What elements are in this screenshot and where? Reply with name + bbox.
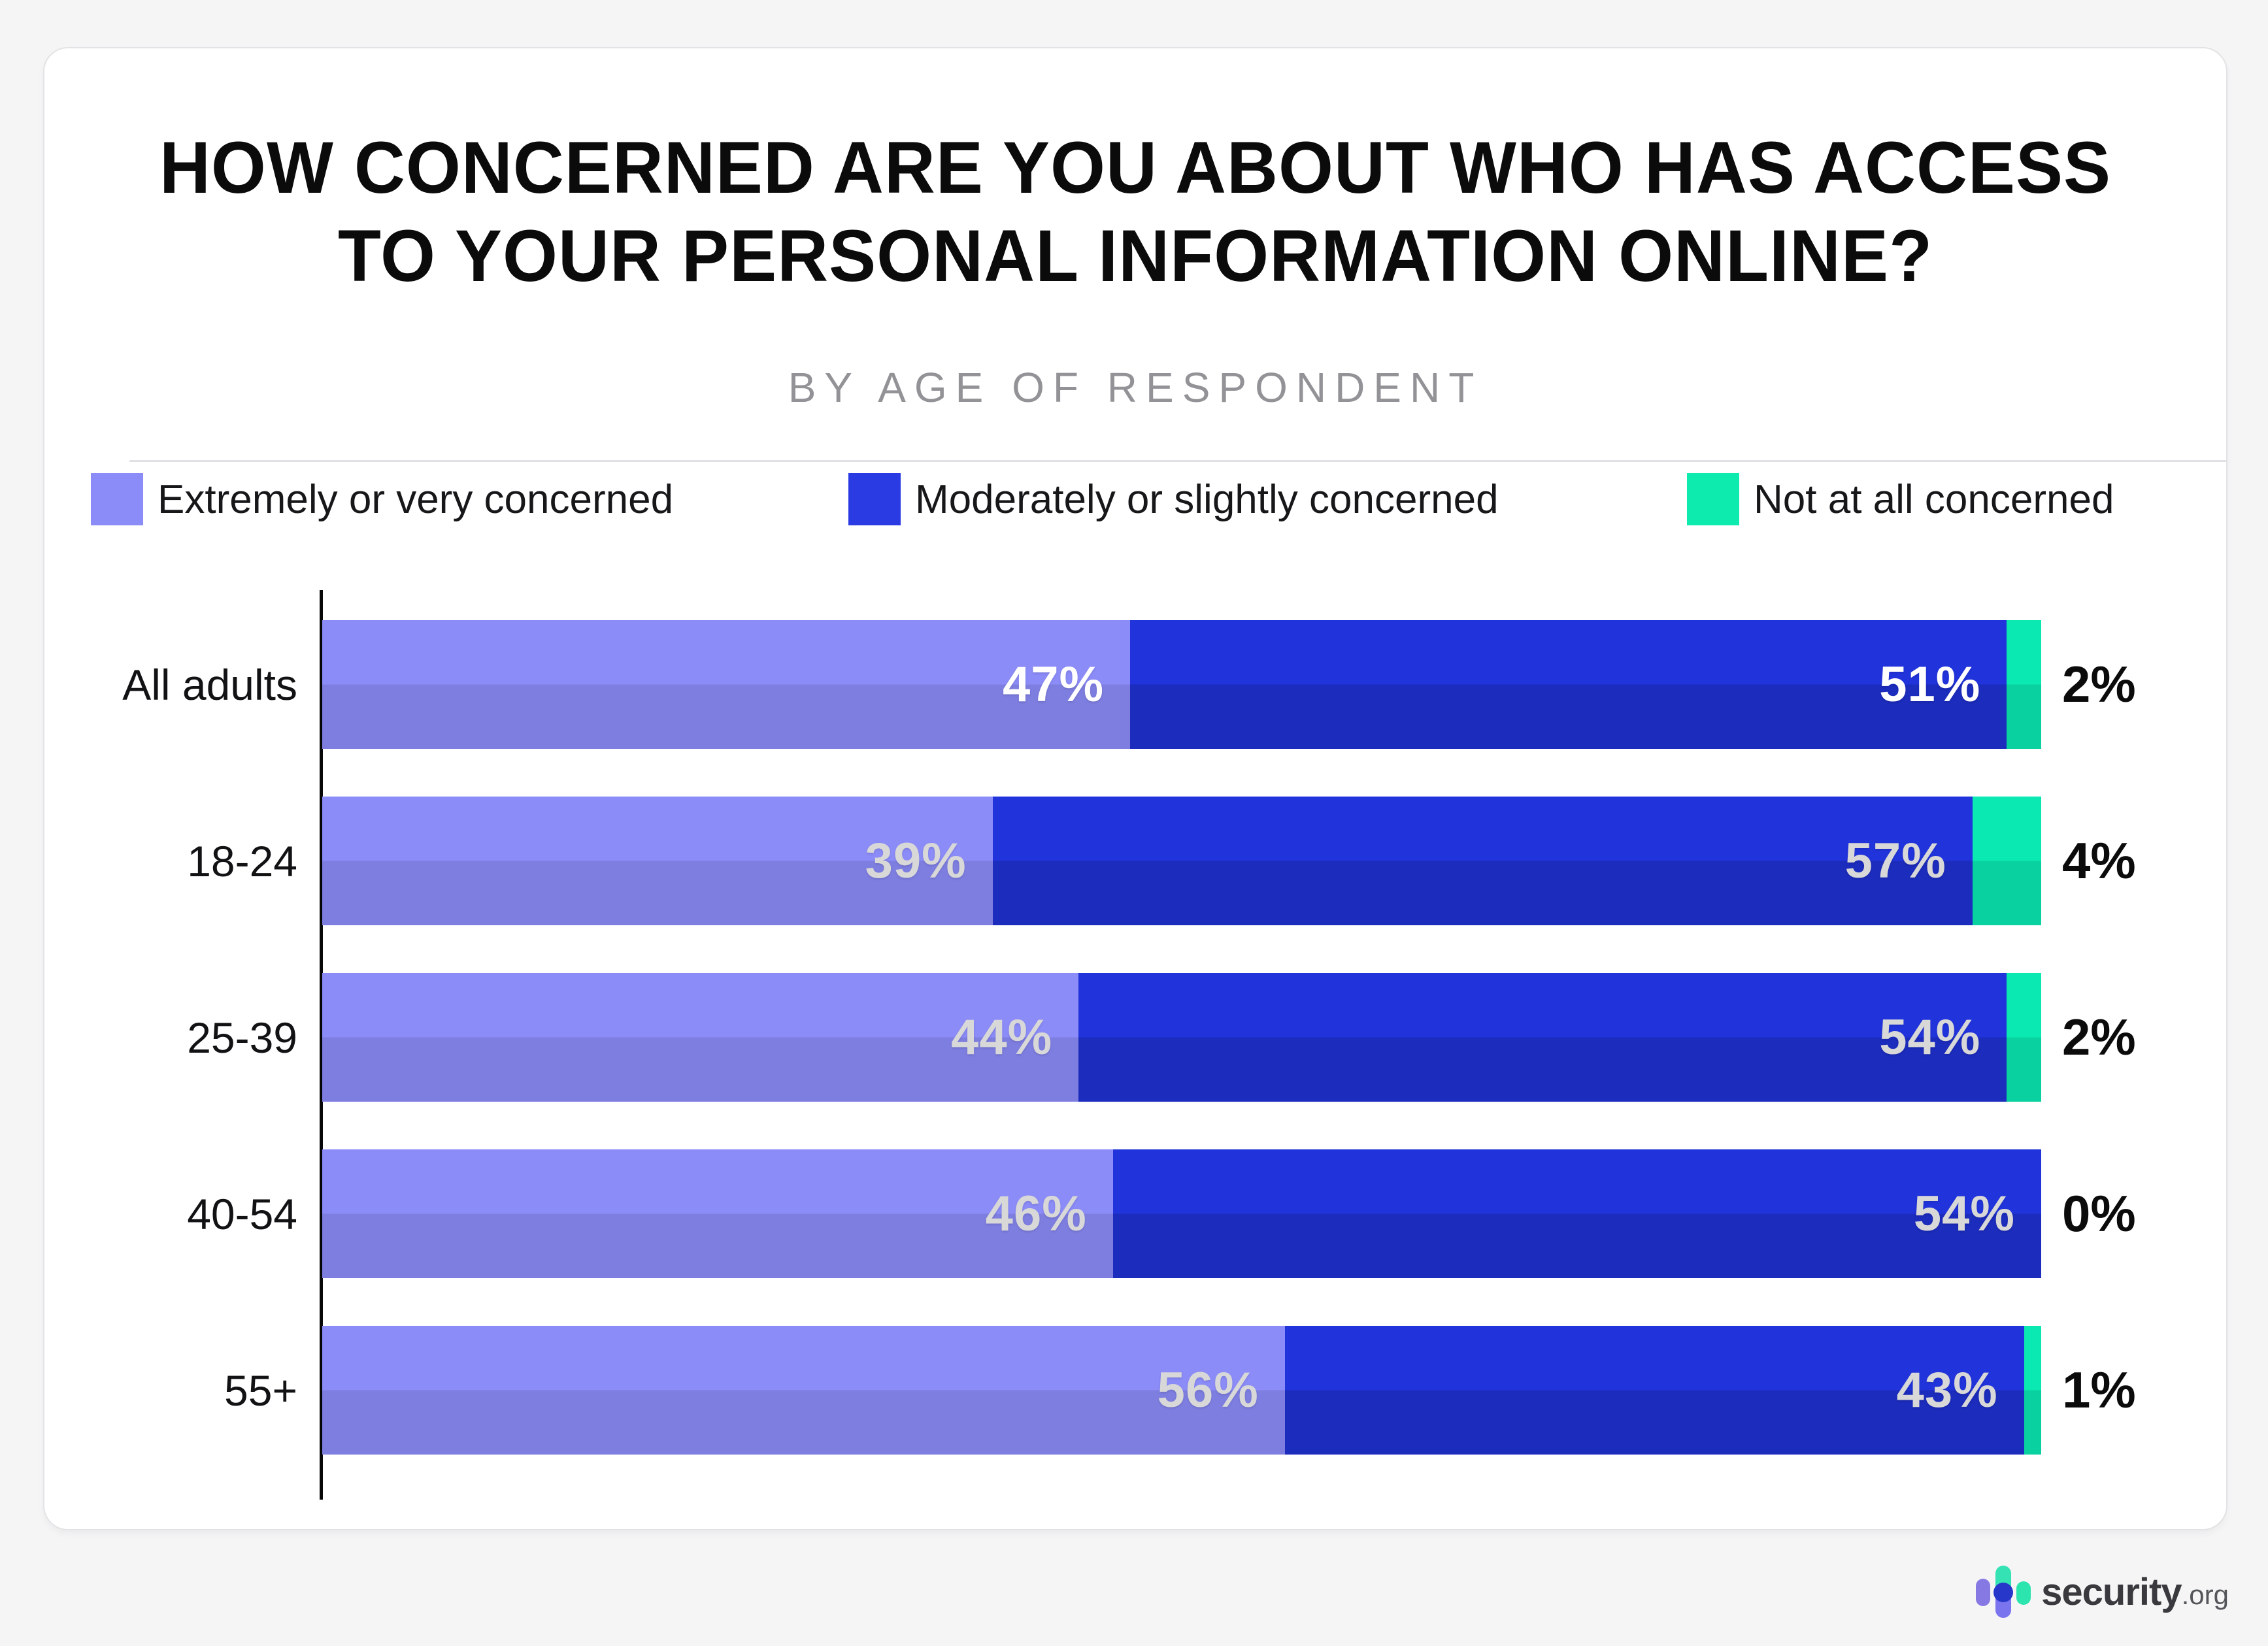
legend-swatch-2	[1687, 473, 1739, 525]
bar-segment-extremely-or-very-concerned: 44%	[322, 973, 1079, 1102]
bar-value-label: 57%	[1844, 833, 1946, 889]
bar-value-label: 47%	[1002, 657, 1105, 712]
legend-label-0: Extremely or very concerned	[158, 476, 674, 522]
divider-line	[129, 460, 2227, 462]
logo-tld-text: .org	[2181, 1579, 2229, 1610]
stacked-bar: 46% 54%	[322, 1149, 2041, 1278]
bar-value-label: 54%	[1879, 1010, 1981, 1065]
bar-segment-not-at-all-concerned	[2007, 620, 2041, 749]
brand-logo: security .org	[1976, 1564, 2229, 1619]
category-label: All adults	[122, 660, 297, 709]
bar-value-label: 51%	[1879, 657, 1981, 712]
logo-bar-purple	[1976, 1579, 1991, 1606]
bar-value-label: 56%	[1157, 1362, 1259, 1418]
outside-value-label: 2%	[2062, 655, 2136, 713]
outside-value-label: 4%	[2062, 832, 2136, 889]
legend-label-1: Moderately or slightly concerned	[915, 476, 1499, 522]
bar-segment-extremely-or-very-concerned: 47%	[322, 620, 1131, 749]
bar-segment-moderately-or-slightly-concerned: 54%	[1078, 973, 2007, 1102]
bar-value-label: 54%	[1913, 1186, 2015, 1242]
legend-swatch-0	[91, 473, 143, 525]
logo-brand-text: security	[2041, 1570, 2182, 1613]
stacked-bar: 39% 57%	[322, 797, 2041, 925]
chart-card: HOW CONCERNED ARE YOU ABOUT WHO HAS ACCE…	[43, 47, 2227, 1530]
y-axis-line	[320, 590, 323, 1500]
outside-value-label: 1%	[2062, 1361, 2136, 1419]
bar-value-label: 44%	[951, 1010, 1053, 1065]
chart-title: HOW CONCERNED ARE YOU ABOUT WHO HAS ACCE…	[44, 123, 2226, 300]
bar-segment-moderately-or-slightly-concerned: 51%	[1130, 620, 2007, 749]
bar-row-40-54: 40-54 46% 54% 0%	[0, 1149, 2268, 1278]
bar-value-label: 43%	[1896, 1362, 1998, 1418]
bar-segment-moderately-or-slightly-concerned: 57%	[992, 797, 1973, 925]
bar-value-label: 46%	[985, 1186, 1087, 1242]
stacked-bar: 56% 43%	[322, 1326, 2041, 1455]
bar-row-all-adults: All adults 47% 51% 2%	[0, 620, 2268, 749]
bar-row-18-24: 18-24 39% 57% 4%	[0, 797, 2268, 925]
category-label: 40-54	[187, 1189, 297, 1238]
outside-value-label: 0%	[2062, 1185, 2136, 1242]
legend-label-2: Not at all concerned	[1754, 476, 2114, 522]
bar-row-55+: 55+ 56% 43% 1%	[0, 1326, 2268, 1455]
security-org-logo-icon	[1976, 1564, 2032, 1619]
bar-segment-extremely-or-very-concerned: 46%	[322, 1149, 1113, 1278]
legend-item-0: Extremely or very concerned	[91, 473, 673, 525]
logo-bar-teal-short	[2016, 1581, 2031, 1605]
bar-row-25-39: 25-39 44% 54% 2%	[0, 973, 2268, 1102]
bar-segment-moderately-or-slightly-concerned: 54%	[1112, 1149, 2041, 1278]
category-label: 18-24	[187, 836, 297, 885]
bar-segment-extremely-or-very-concerned: 56%	[322, 1326, 1285, 1455]
bar-segment-extremely-or-very-concerned: 39%	[322, 797, 993, 925]
stacked-bar: 44% 54%	[322, 973, 2041, 1102]
category-label: 25-39	[187, 1013, 297, 1062]
chart-title-line2: TO YOUR PERSONAL INFORMATION ONLINE?	[337, 214, 1933, 297]
chart-subtitle: BY AGE OF RESPONDENT	[788, 364, 1483, 411]
bar-segment-not-at-all-concerned	[2007, 973, 2041, 1102]
chart-title-line1: HOW CONCERNED ARE YOU ABOUT WHO HAS ACCE…	[159, 125, 2112, 208]
logo-dot	[1993, 1583, 2014, 1602]
outside-value-label: 2%	[2062, 1008, 2136, 1066]
bar-value-label: 39%	[865, 833, 967, 889]
legend-swatch-1	[848, 473, 901, 525]
bar-segment-not-at-all-concerned	[2024, 1326, 2041, 1455]
bar-segment-moderately-or-slightly-concerned: 43%	[1284, 1326, 2024, 1455]
stacked-bar: 47% 51%	[322, 620, 2041, 749]
category-label: 55+	[224, 1366, 297, 1415]
legend-item-1: Moderately or slightly concerned	[848, 473, 1499, 525]
bar-segment-not-at-all-concerned	[1972, 797, 2041, 925]
legend-item-2: Not at all concerned	[1687, 473, 2114, 525]
